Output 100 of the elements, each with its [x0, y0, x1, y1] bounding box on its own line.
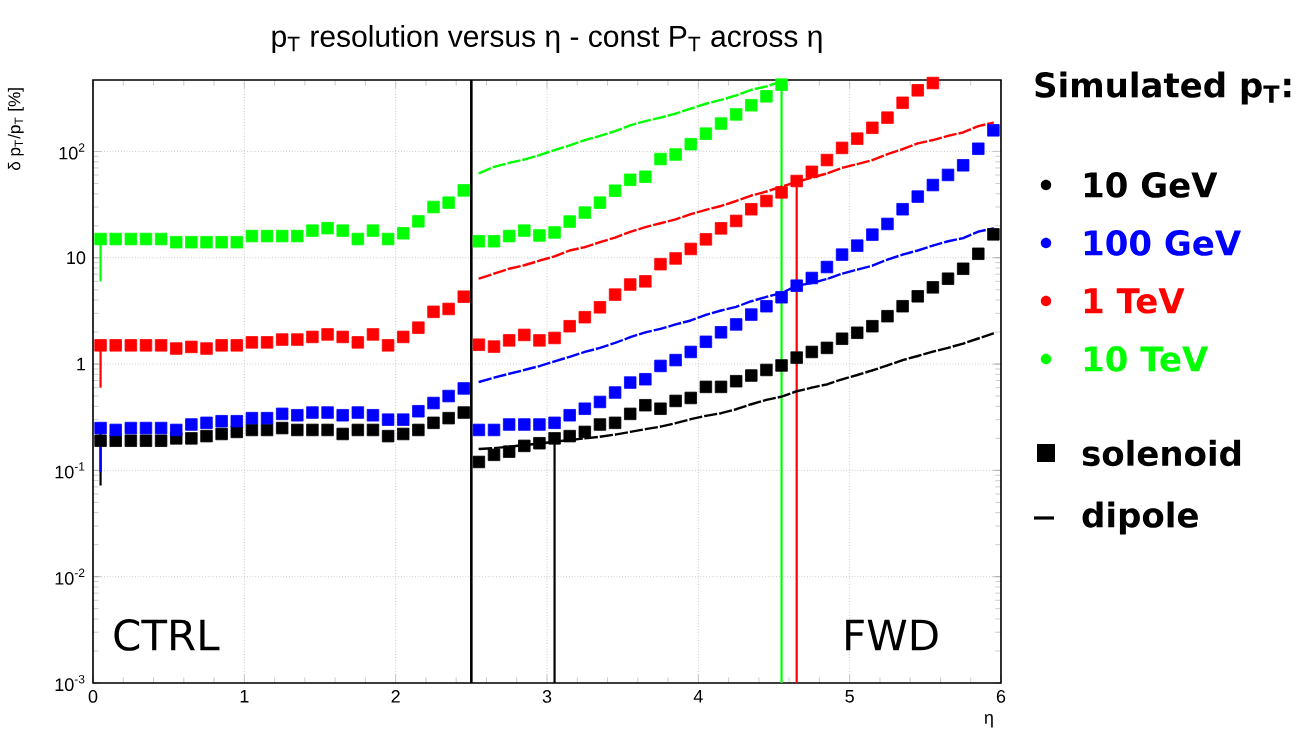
point [442, 411, 455, 425]
point [563, 320, 576, 333]
point [275, 333, 289, 346]
point [109, 434, 122, 447]
point [881, 217, 894, 231]
point [684, 391, 697, 405]
y-axis-title: δ p$_{T}$/p$_{T}$ [%] [7, 88, 24, 170]
point [729, 375, 743, 388]
point [593, 196, 607, 209]
point [745, 99, 758, 112]
point [170, 423, 183, 437]
point [94, 232, 107, 246]
point [245, 423, 259, 437]
point [775, 291, 788, 304]
point [94, 434, 107, 447]
point [941, 272, 955, 285]
point [911, 190, 924, 203]
point [563, 215, 576, 228]
point [548, 226, 561, 239]
point [624, 407, 637, 421]
point [124, 339, 138, 352]
point [760, 300, 773, 313]
point [381, 339, 395, 352]
point [291, 333, 304, 346]
point [608, 416, 622, 430]
x-tick-label: 5 [845, 690, 854, 703]
point [669, 148, 682, 161]
point [699, 233, 713, 246]
point [760, 363, 773, 377]
point [412, 405, 425, 418]
point [851, 132, 864, 145]
point [654, 257, 667, 271]
point [336, 224, 349, 237]
point [835, 141, 849, 155]
point [291, 229, 304, 243]
point [185, 236, 198, 249]
point [548, 432, 561, 445]
point [185, 340, 198, 354]
y-tick-label: 10$^{-3}$ [55, 674, 85, 692]
point [926, 178, 940, 192]
point [684, 345, 697, 359]
point [533, 418, 546, 431]
point [729, 108, 743, 121]
point [457, 382, 470, 395]
point [351, 406, 365, 419]
point [790, 279, 803, 292]
point [941, 168, 955, 182]
point [518, 224, 531, 237]
point [608, 288, 622, 301]
point [397, 227, 410, 240]
point [987, 228, 1000, 241]
point [533, 334, 546, 347]
point [427, 305, 440, 319]
point [139, 232, 153, 246]
point [472, 235, 486, 248]
point [487, 423, 501, 437]
point [109, 423, 122, 437]
point [518, 418, 531, 431]
point [820, 260, 834, 274]
point [714, 222, 728, 235]
point [669, 394, 682, 408]
point [472, 455, 486, 469]
point [911, 290, 924, 303]
point [397, 427, 410, 441]
point [654, 359, 667, 373]
point [412, 423, 425, 437]
point [563, 429, 576, 443]
x-tick-label: 2 [391, 690, 400, 703]
point [427, 200, 440, 214]
point [714, 117, 728, 130]
point [381, 232, 395, 246]
point [185, 418, 198, 431]
point [200, 236, 213, 249]
point [775, 359, 788, 372]
point [790, 351, 803, 364]
point [684, 138, 697, 151]
point [972, 247, 985, 260]
point [533, 437, 546, 450]
point [366, 328, 380, 341]
point [472, 338, 486, 351]
point [805, 345, 819, 359]
point [154, 421, 168, 435]
point [639, 399, 652, 412]
point [835, 332, 849, 345]
legend-label: 100 GeV [1084, 230, 1242, 256]
point [578, 310, 592, 324]
point [896, 203, 909, 216]
y-tick-label: 10$^{-1}$ [55, 462, 85, 479]
x-axis-title: η [984, 714, 993, 728]
point [851, 239, 864, 252]
point [669, 252, 682, 265]
point [351, 336, 365, 349]
point [306, 406, 319, 419]
point [291, 409, 304, 422]
point [321, 221, 334, 235]
point [124, 421, 138, 435]
point [200, 416, 213, 430]
point [260, 423, 274, 437]
point [956, 262, 970, 275]
point [926, 76, 940, 90]
